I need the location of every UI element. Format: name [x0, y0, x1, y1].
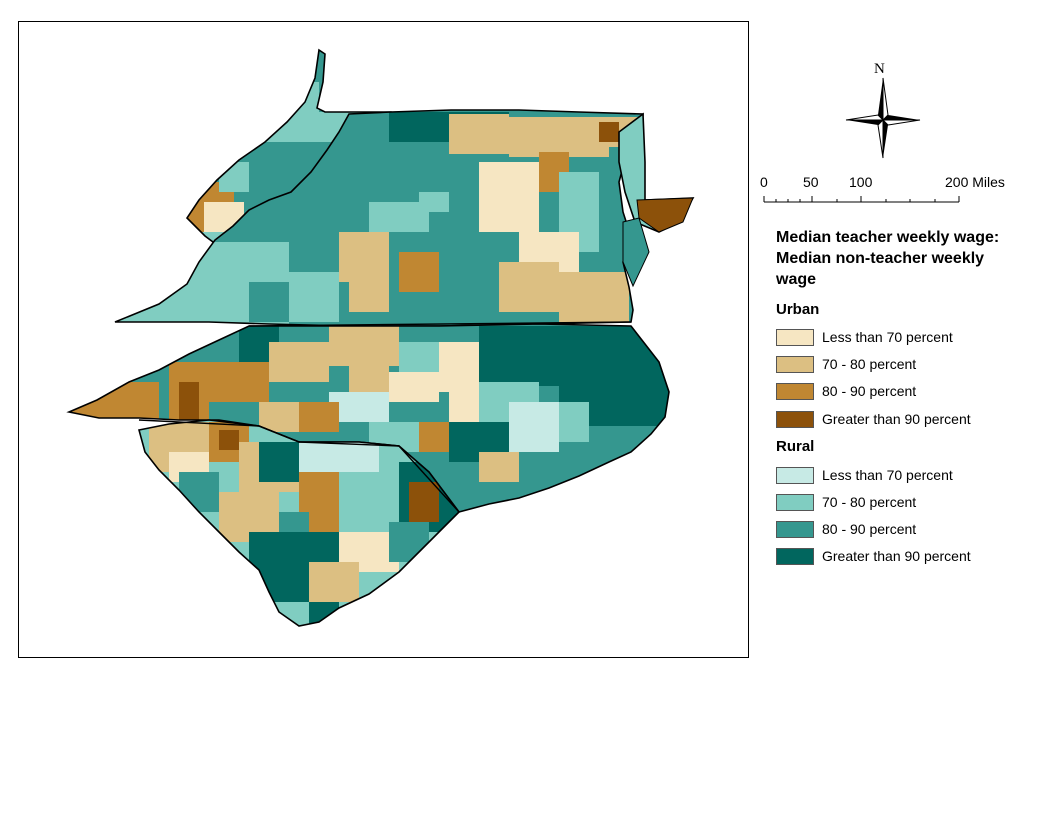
scale-tick-50: 50	[803, 174, 819, 190]
legend-item-rural-80-90: 80 - 90 percent	[776, 520, 916, 538]
nc-sc-border	[138, 419, 460, 513]
north-arrow-label: N	[874, 61, 885, 77]
legend-swatch	[776, 328, 814, 346]
legend-swatch	[776, 355, 814, 373]
legend-item-rural-70-80: 70 - 80 percent	[776, 493, 916, 511]
scale-tick-200: 200 Miles	[945, 174, 1005, 190]
legend-item-urban-70-80: 70 - 80 percent	[776, 355, 916, 373]
legend-label: 80 - 90 percent	[822, 383, 917, 399]
legend-group-urban: Urban	[776, 301, 820, 318]
legend-swatch	[776, 410, 814, 428]
legend-item-rural-gt90: Greater than 90 percent	[776, 547, 971, 565]
va-nc-border	[248, 321, 632, 327]
legend-title: Median teacher weekly wage: Median non-t…	[776, 229, 1000, 288]
legend-swatch	[776, 466, 814, 484]
legend-item-urban-lt70: Less than 70 percent	[776, 328, 953, 346]
legend-label: Less than 70 percent	[822, 329, 953, 345]
legend-swatch	[776, 547, 814, 565]
legend-item-urban-gt90: Greater than 90 percent	[776, 410, 971, 428]
scale-tick-100: 100	[849, 174, 873, 190]
north-arrow-icon	[845, 77, 921, 159]
legend-label: 70 - 80 percent	[822, 356, 917, 372]
legend-label: Greater than 90 percent	[822, 548, 971, 564]
legend-label: Less than 70 percent	[822, 467, 953, 483]
legend-swatch	[776, 493, 814, 511]
legend-group-rural: Rural	[776, 438, 815, 455]
legend-swatch	[776, 520, 814, 538]
legend-swatch	[776, 382, 814, 400]
legend-item-urban-80-90: 80 - 90 percent	[776, 382, 916, 400]
map-frame	[18, 21, 749, 658]
scale-bar	[763, 196, 960, 203]
region-maryland[interactable]	[618, 112, 695, 288]
map-svg[interactable]	[19, 22, 748, 657]
legend-label: 70 - 80 percent	[822, 494, 917, 510]
scale-tick-0: 0	[760, 174, 768, 190]
legend-label: 80 - 90 percent	[822, 521, 917, 537]
legend-label: Greater than 90 percent	[822, 411, 971, 427]
legend-item-rural-lt70: Less than 70 percent	[776, 466, 953, 484]
